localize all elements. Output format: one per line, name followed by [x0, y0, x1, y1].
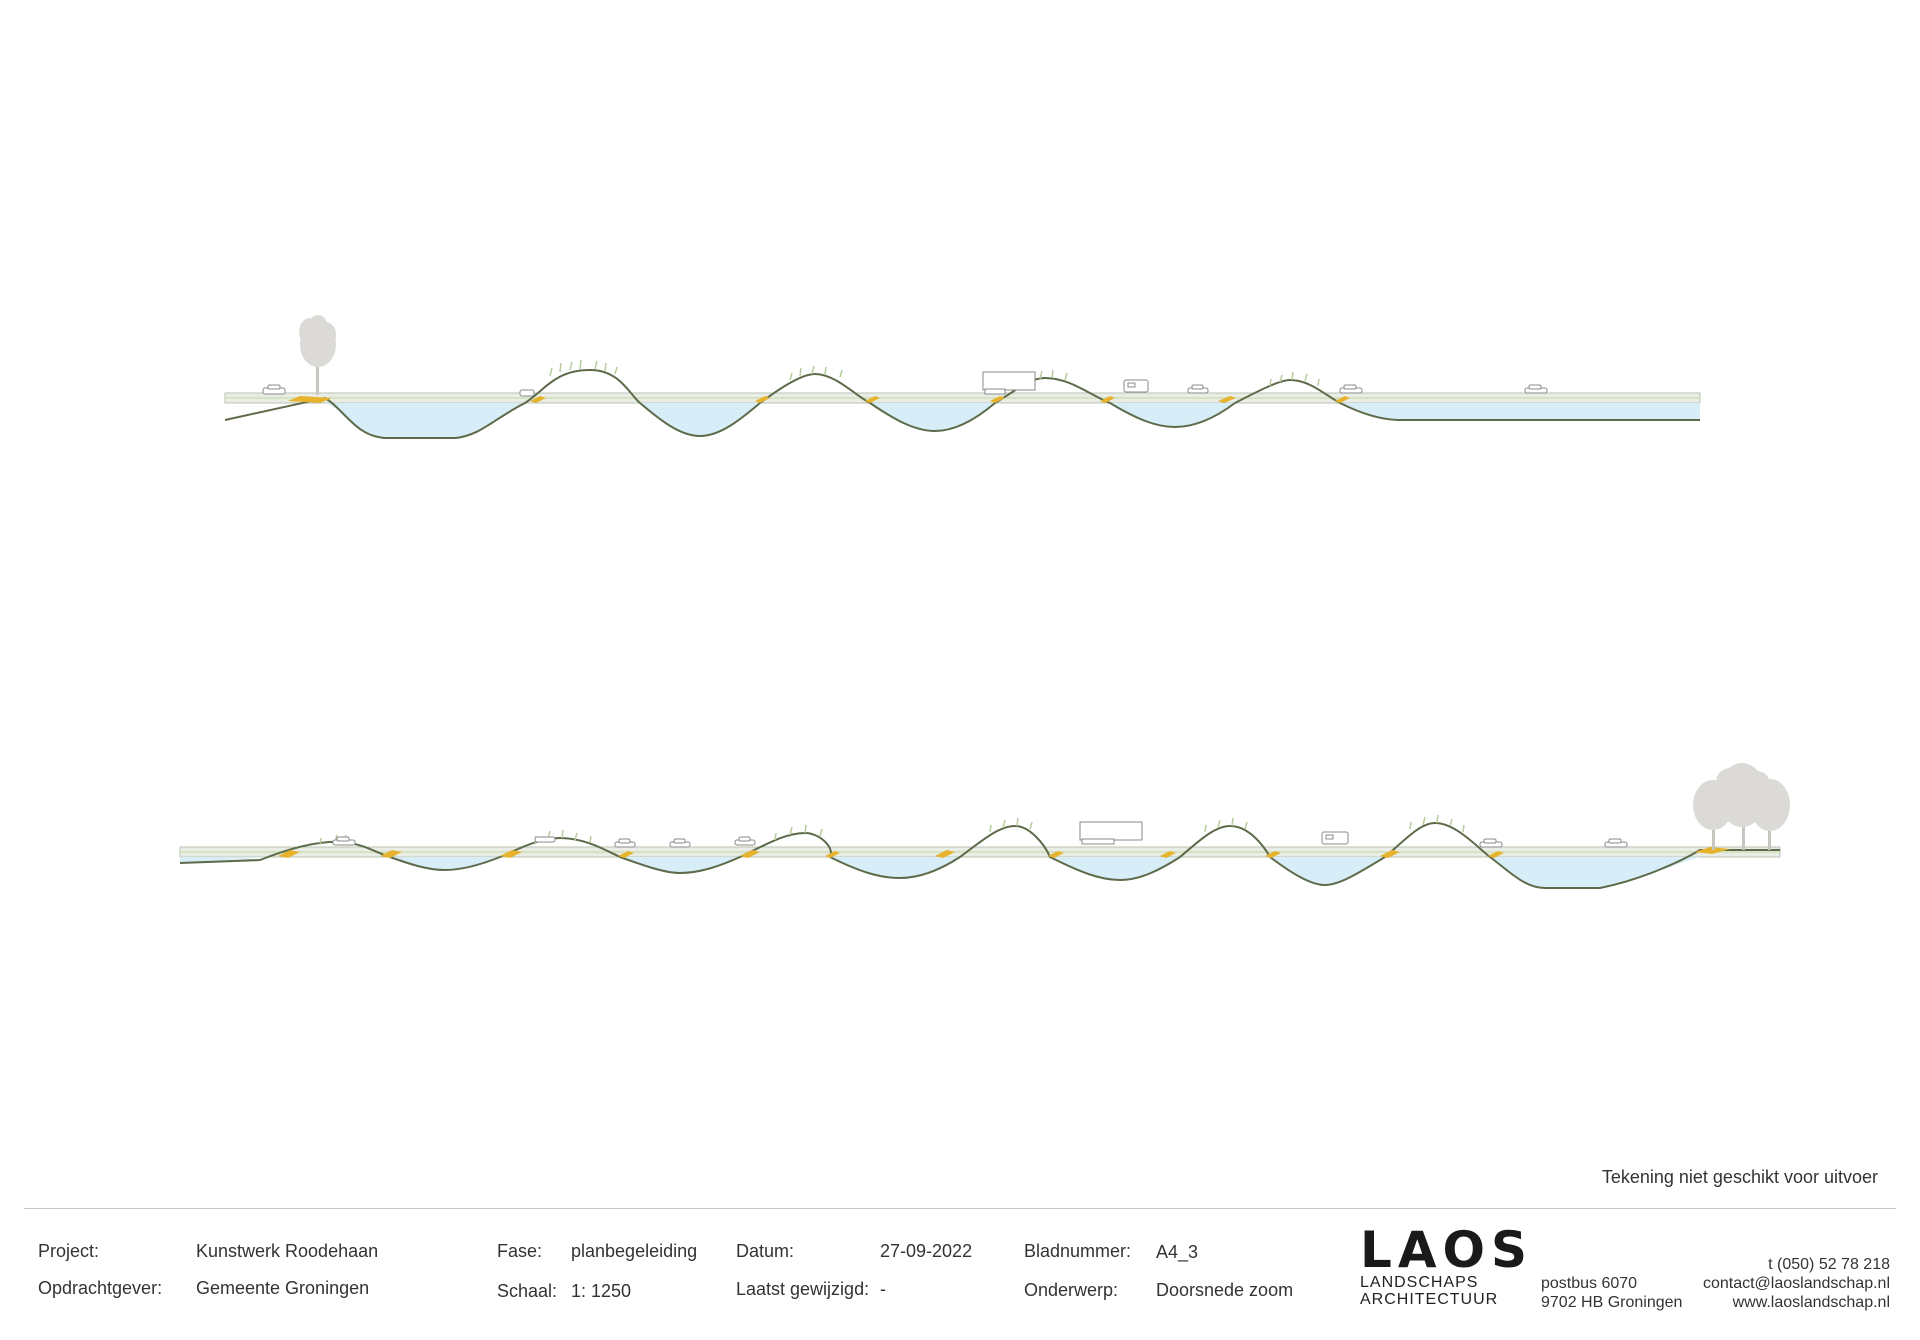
car-icon [534, 836, 556, 843]
car-icon [1187, 384, 1209, 394]
water-body [325, 403, 1700, 438]
logo-subtitle-line-1: LANDSCHAPS [1360, 1274, 1479, 1291]
car-icon [262, 384, 286, 395]
tree-icon [299, 315, 336, 395]
car-icon [519, 389, 535, 397]
car-icon [1479, 838, 1503, 848]
modified-label: Laatst gewijzigd: [736, 1279, 870, 1299]
water-body [180, 857, 1700, 888]
cross-section-top [224, 315, 1701, 439]
phase-label: Fase: [497, 1241, 543, 1261]
disclaimer-text: Tekening niet geschikt voor uitvoer [1601, 1167, 1878, 1187]
subject-label: Onderwerp: [1024, 1280, 1119, 1300]
ground-profile [224, 368, 1700, 439]
laos-logo: LAOS LANDSCHAPS ARCHITECTUUR [1360, 1221, 1534, 1308]
date-label: Datum: [736, 1241, 795, 1261]
van-icon [1321, 831, 1349, 845]
tree-cluster-icon [1693, 763, 1790, 850]
sheet-label: Bladnummer: [1024, 1241, 1132, 1261]
address-line-2: 9702 HB Groningen [1541, 1294, 1683, 1311]
email-link[interactable]: contact@laoslandschap.nl [1702, 1275, 1890, 1292]
phone-number: t (050) 52 78 218 [1768, 1256, 1890, 1273]
subject-value: Doorsnede zoom [1156, 1280, 1294, 1300]
phase-value: planbegeleiding [571, 1241, 698, 1261]
car-icon [1339, 384, 1363, 394]
car-icon [1604, 838, 1628, 848]
modified-value: - [880, 1279, 886, 1299]
project-value: Kunstwerk Roodehaan [196, 1241, 379, 1261]
car-icon [734, 836, 756, 846]
truck-icon [1079, 821, 1143, 845]
car-icon [614, 838, 636, 848]
logo-wordmark: LAOS [1360, 1221, 1534, 1279]
logo-subtitle-line-2: ARCHITECTUUR [1360, 1291, 1499, 1308]
van-icon [1123, 379, 1149, 393]
cross-section-bottom [179, 763, 1790, 889]
project-label: Project: [38, 1241, 100, 1261]
client-label: Opdrachtgever: [38, 1278, 163, 1298]
title-block-divider [24, 1208, 1896, 1209]
sheet-value: A4_3 [1156, 1242, 1199, 1262]
scale-label: Schaal: [497, 1281, 558, 1301]
client-value: Gemeente Groningen [196, 1278, 370, 1298]
address-line-1: postbus 6070 [1541, 1275, 1638, 1292]
website-link[interactable]: www.laoslandschap.nl [1732, 1294, 1890, 1311]
ground-profile [179, 821, 1780, 889]
truck-icon [982, 371, 1036, 395]
car-icon [669, 838, 691, 848]
scale-value: 1: 1250 [571, 1281, 632, 1301]
cross-section-drawing [179, 315, 1790, 889]
car-icon [332, 836, 356, 846]
date-value: 27-09-2022 [880, 1241, 973, 1261]
car-icon [1524, 384, 1548, 394]
